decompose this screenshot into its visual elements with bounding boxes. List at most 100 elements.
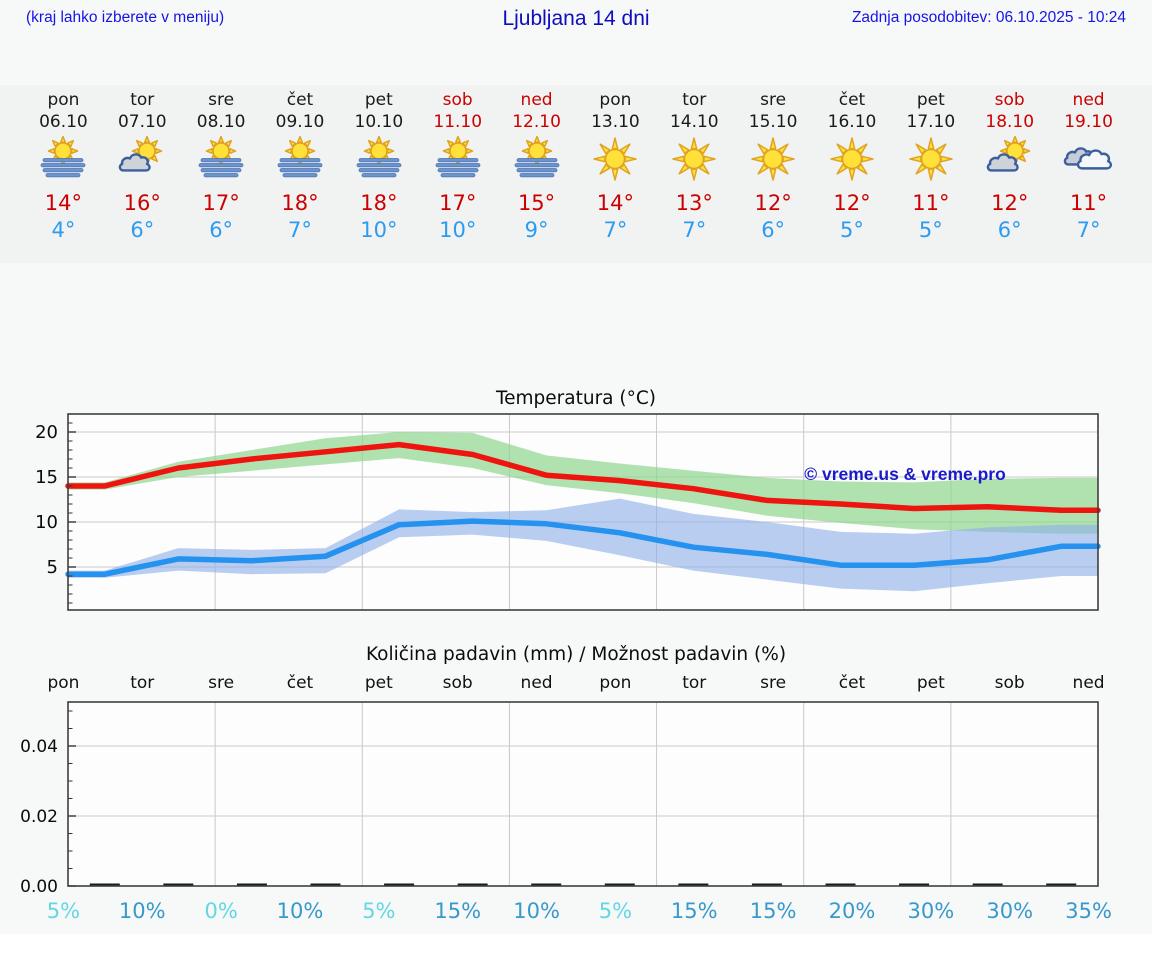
low-temp-label: 10° xyxy=(360,218,398,242)
sun-icon xyxy=(905,136,957,184)
day-date-label: 12.10 xyxy=(512,112,561,132)
forecast-day-column: čet 09.10 18° 7° xyxy=(261,90,340,243)
page-title: Ljubljana 14 dni xyxy=(502,7,650,30)
low-temp-label: 6° xyxy=(997,218,1022,242)
precip-day-label: čet xyxy=(838,673,866,693)
day-date-label: 09.10 xyxy=(275,112,325,132)
low-temp-label: 5° xyxy=(918,218,943,242)
precip-day-label: sre xyxy=(208,673,235,693)
day-date-label: 19.10 xyxy=(1064,112,1113,132)
watermark-link[interactable]: © vreme.us & vreme.pro xyxy=(804,464,1006,484)
sun-fog-icon xyxy=(274,135,326,184)
forecast-day-column: sob 18.10 12° 6° xyxy=(970,90,1049,243)
precip-day-label: tor xyxy=(682,673,707,693)
precip-day-label: pon xyxy=(599,673,632,693)
svg-text:0.00: 0.00 xyxy=(20,877,58,896)
sun-fog-icon xyxy=(353,135,405,184)
precip-probability-label: 15% xyxy=(749,899,797,923)
low-temp-label: 10° xyxy=(439,218,477,242)
high-temp-label: 16° xyxy=(123,191,161,215)
precip-probability-label: 30% xyxy=(907,899,955,923)
precip-probability-label: 10% xyxy=(276,899,324,923)
high-temp-label: 18° xyxy=(281,191,319,215)
svg-text:0.04: 0.04 xyxy=(20,737,58,757)
forecast-day-column: sre 08.10 17° 6° xyxy=(182,90,261,243)
precip-probability-label: 35% xyxy=(1065,899,1112,923)
low-temp-label: 7° xyxy=(682,218,707,242)
precip-probability-label: 20% xyxy=(828,899,876,923)
day-date-label: 08.10 xyxy=(196,112,246,132)
high-temp-label: 11° xyxy=(1069,191,1108,215)
high-temp-label: 12° xyxy=(833,191,871,215)
forecast-day-column: tor 07.10 16° 6° xyxy=(103,90,182,243)
low-temp-label: 6° xyxy=(209,218,234,242)
day-name-label: čet xyxy=(286,90,314,110)
svg-text:0.02: 0.02 xyxy=(20,807,58,827)
forecast-day-column: sob 11.10 17° 10° xyxy=(418,90,497,243)
precip-probability-label: 10% xyxy=(513,899,560,923)
high-temp-label: 17° xyxy=(202,191,240,215)
sun-icon xyxy=(747,136,799,184)
forecast-day-column: ned 19.10 11° 7° xyxy=(1049,90,1128,243)
low-temp-label: 9° xyxy=(524,218,549,242)
svg-text:15: 15 xyxy=(35,467,58,488)
day-name-label: pon xyxy=(599,90,632,110)
high-temp-label: 12° xyxy=(754,191,792,215)
sun-icon xyxy=(826,136,878,184)
precip-day-label: pet xyxy=(916,673,945,693)
sun-fog-icon xyxy=(432,135,484,184)
day-name-label: ned xyxy=(520,90,553,110)
day-name-label: ned xyxy=(1072,90,1105,110)
low-temp-label: 6° xyxy=(761,218,786,242)
forecast-day-column: tor 14.10 13° 7° xyxy=(655,90,734,243)
sun-cloud-icon xyxy=(984,135,1036,184)
high-temp-label: 14° xyxy=(44,191,83,215)
precip-day-label: pet xyxy=(364,673,393,693)
precipitation-chart: 0.00 0.02 0.04 xyxy=(20,701,1099,896)
high-temp-label: 15° xyxy=(517,191,556,215)
last-update-text: Zadnja posodobitev: 06.10.2025 - 10:24 xyxy=(851,9,1126,26)
forecast-day-column: pon 13.10 14° 7° xyxy=(576,90,655,243)
day-name-label: pon xyxy=(47,90,80,110)
precip-day-label: sob xyxy=(442,673,473,693)
low-temp-label: 6° xyxy=(130,218,155,242)
day-date-label: 11.10 xyxy=(433,112,483,132)
high-temp-label: 13° xyxy=(675,191,713,215)
precip-day-label: ned xyxy=(1072,673,1105,693)
forecast-day-column: čet 16.10 12° 5° xyxy=(813,90,892,243)
day-name-label: čet xyxy=(838,90,866,110)
menu-hint-link[interactable]: (kraj lahko izberete v meniju) xyxy=(26,9,225,26)
high-temp-label: 17° xyxy=(439,191,477,215)
day-name-label: sre xyxy=(760,90,787,110)
high-temp-label: 14° xyxy=(596,191,635,215)
forecast-day-column: pet 10.10 18° 10° xyxy=(339,90,418,243)
precip-probability-label: 15% xyxy=(670,899,718,923)
svg-text:10: 10 xyxy=(35,512,58,533)
precip-probability-label: 30% xyxy=(986,899,1034,923)
day-name-label: tor xyxy=(130,90,155,110)
low-temp-label: 7° xyxy=(288,218,312,242)
day-date-label: 07.10 xyxy=(117,112,167,132)
day-date-label: 10.10 xyxy=(354,112,404,132)
sun-icon xyxy=(589,136,641,184)
precip-day-label: pon xyxy=(47,673,80,693)
precip-probability-label: 5% xyxy=(598,899,633,923)
precip-probability-label: 0% xyxy=(204,899,238,923)
precip-chart-title: Količina padavin (mm) / Možnost padavin … xyxy=(365,644,787,665)
day-date-label: 06.10 xyxy=(39,112,88,132)
forecast-day-column: sre 15.10 12° 6° xyxy=(734,90,813,243)
high-temp-label: 12° xyxy=(991,191,1029,215)
day-name-label: pet xyxy=(916,90,945,110)
forecast-strip: pon 06.10 14° 4° tor 07.10 16° 6° sre xyxy=(0,85,1152,263)
day-name-label: sre xyxy=(208,90,235,110)
precip-probability-label: 15% xyxy=(434,899,482,923)
low-temp-label: 4° xyxy=(51,218,76,242)
temperature-chart: 5 10 15 20 xyxy=(35,413,1101,611)
sun-icon xyxy=(668,136,720,184)
day-date-label: 13.10 xyxy=(591,112,640,132)
high-temp-label: 18° xyxy=(360,191,398,215)
precip-day-label: ned xyxy=(520,673,553,693)
sun-fog-icon xyxy=(37,135,89,184)
day-date-label: 16.10 xyxy=(827,112,877,132)
